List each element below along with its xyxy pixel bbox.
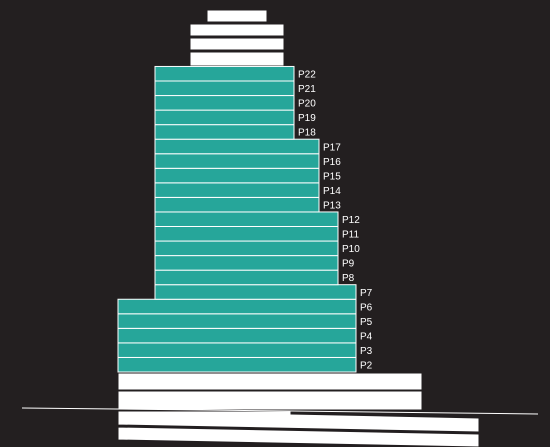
floor-label-p9: P9 [342,259,355,270]
floor-p19 [154,109,295,126]
floor-p5 [117,313,357,329]
floor-p9 [154,255,339,271]
floor-p2 [117,356,357,373]
floor-label-p4: P4 [360,331,373,342]
floor-label-p22: P22 [298,70,316,81]
foundation-block [117,372,423,391]
roof-block [189,23,285,37]
floor-label-p6: P6 [360,302,373,313]
floor-label-p16: P16 [323,157,341,168]
foundation-block [117,390,423,411]
ground-line-right [291,410,539,415]
floor-label-p7: P7 [360,288,373,299]
ground-line-left [21,407,293,412]
floor-label-p21: P21 [298,84,316,95]
floor-label-p3: P3 [360,346,373,357]
roof-cap-block [206,9,268,23]
floor-label-p8: P8 [342,273,355,284]
floor-p22 [154,65,295,82]
floor-p15 [154,167,320,184]
floor-p13 [154,196,320,213]
floor-p12 [154,211,339,227]
foundation [117,372,480,447]
floor-p18 [154,124,295,140]
floor-p6 [117,298,357,315]
roof-blocks [189,9,285,67]
floor-p16 [154,153,320,169]
floor-p21 [154,80,295,97]
floor-label-p14: P14 [323,186,341,197]
floor-label-p19: P19 [298,113,316,124]
floor-label-p5: P5 [360,317,373,328]
floor-p7 [154,284,357,300]
floor-label-p13: P13 [323,200,341,211]
floor-label-p12: P12 [342,215,360,226]
roof-block [189,51,285,67]
floor-p3 [117,342,357,358]
floor-p11 [154,226,339,242]
roof-block [189,37,285,51]
ground [21,407,539,415]
floor-label-p15: P15 [323,171,341,182]
floor-label-p11: P11 [342,230,359,241]
floor-p4 [117,327,357,344]
floor-p20 [154,95,295,111]
floor-p14 [154,182,320,198]
floor-p8 [154,269,339,286]
floor-label-p20: P20 [298,99,316,110]
floor-p17 [154,138,320,155]
floor-p10 [154,240,339,257]
floor-label-p10: P10 [342,244,360,255]
foundation-slab [117,426,480,447]
floor-label-p2: P2 [360,361,373,372]
floor-label-p17: P17 [323,142,341,153]
floor-label-p18: P18 [298,128,316,139]
